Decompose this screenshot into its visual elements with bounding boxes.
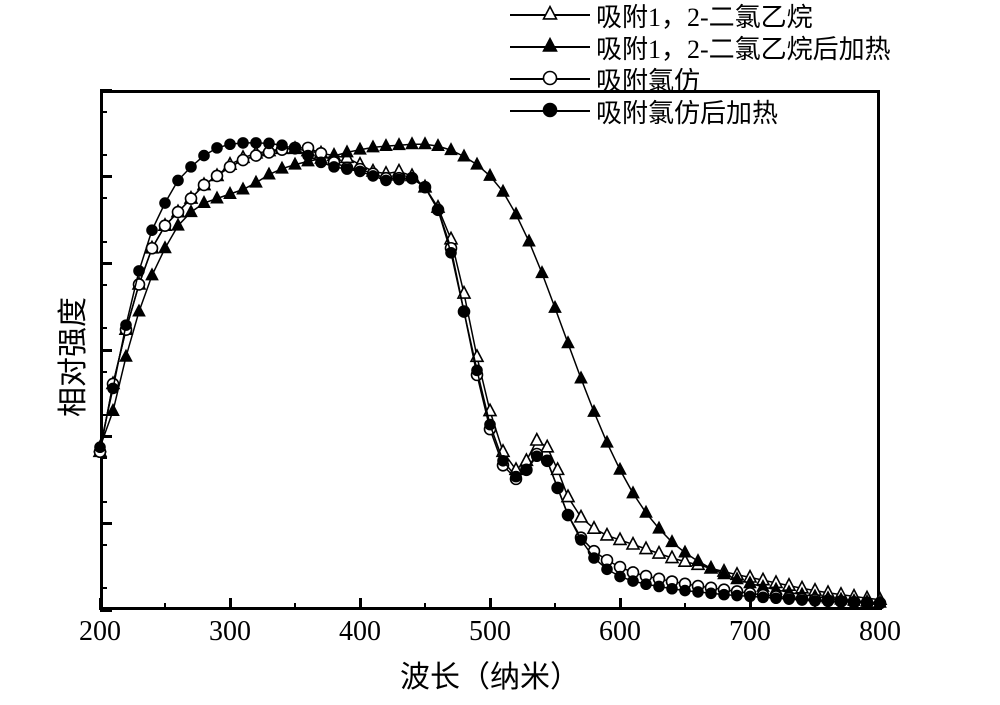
x-tick-label: 400	[330, 616, 390, 648]
series-line-circle-filled	[100, 143, 880, 603]
series-line-triangle-filled	[100, 144, 880, 603]
x-tick-minor	[164, 603, 166, 610]
x-tick-major	[489, 598, 492, 610]
x-tick-label: 700	[720, 616, 780, 648]
x-tick-minor	[294, 603, 296, 610]
y-tick-minor	[100, 414, 107, 416]
y-tick-major	[100, 89, 112, 92]
x-tick-minor	[814, 603, 816, 610]
y-tick-major	[100, 175, 112, 178]
y-tick-minor	[100, 284, 107, 286]
x-tick-minor	[684, 603, 686, 610]
x-tick-label: 800	[850, 616, 910, 648]
x-tick-major	[879, 598, 882, 610]
y-tick-major	[100, 435, 112, 438]
y-tick-minor	[100, 241, 107, 243]
series-line-triangle-open	[100, 149, 880, 600]
x-tick-label: 600	[590, 616, 650, 648]
y-tick-major	[100, 262, 112, 265]
series-line-circle-open	[100, 148, 880, 603]
y-tick-minor	[100, 457, 107, 459]
y-tick-minor	[100, 327, 107, 329]
y-tick-major	[100, 609, 112, 612]
y-tick-minor	[100, 501, 107, 503]
x-tick-major	[619, 598, 622, 610]
x-tick-label: 500	[460, 616, 520, 648]
x-tick-label: 200	[70, 616, 130, 648]
chart-svg	[0, 0, 1000, 705]
y-tick-minor	[100, 544, 107, 546]
y-tick-major	[100, 522, 112, 525]
x-tick-major	[359, 598, 362, 610]
x-tick-major	[229, 598, 232, 610]
y-tick-major	[100, 349, 112, 352]
x-tick-minor	[554, 603, 556, 610]
figure: 相对强度 波长（纳米） 吸附1，2-二氯乙烷吸附1，2-二氯乙烷后加热吸附氯仿吸…	[0, 0, 1000, 705]
y-tick-minor	[100, 197, 107, 199]
y-tick-minor	[100, 154, 107, 156]
x-tick-minor	[424, 603, 426, 610]
y-tick-minor	[100, 111, 107, 113]
y-tick-minor	[100, 587, 107, 589]
x-tick-major	[749, 598, 752, 610]
x-tick-label: 300	[200, 616, 260, 648]
y-tick-minor	[100, 371, 107, 373]
